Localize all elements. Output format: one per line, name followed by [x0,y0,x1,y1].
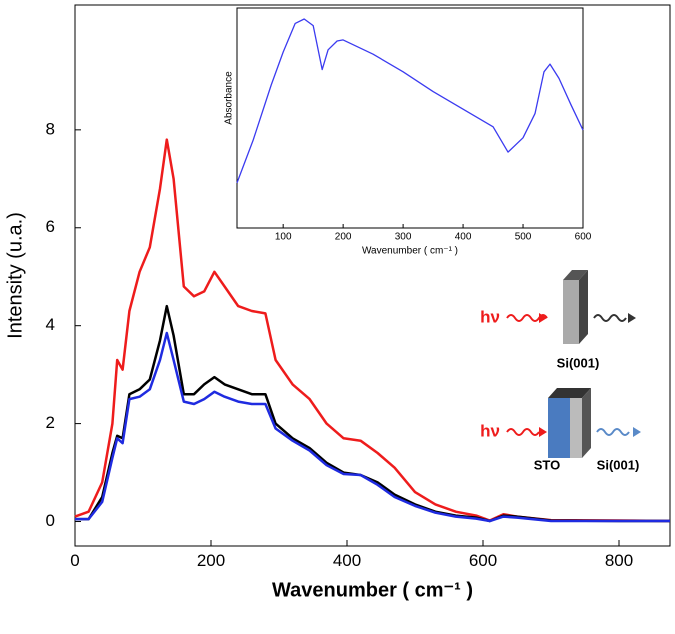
series-line [75,331,670,523]
series-line [236,18,584,184]
arrow-head [539,313,547,323]
x-tick-label: 200 [197,551,225,570]
arrow-head [539,427,547,437]
x-axis-title: Wavenumber ( cm⁻¹ ) [272,579,473,601]
diagram [506,270,641,458]
y-tick-label: 4 [46,315,55,334]
y-tick-label: 0 [46,511,55,530]
si-layer [570,398,582,458]
x-tick-label: 600 [575,232,592,243]
x-tick-label: 500 [515,232,532,243]
y-tick-label: 6 [46,217,55,236]
arrow-head [628,313,636,323]
x-tick-label: 0 [70,551,79,570]
x-tick-label: 400 [455,232,472,243]
annotation: Si(001) [597,457,640,472]
y-axis-title: Absorbance [224,71,235,125]
y-axis-title: Intensity (u.a.) [4,212,26,339]
y-tick-label: 2 [46,413,55,432]
x-tick-label: 200 [335,232,352,243]
plot-frame [236,7,584,229]
photon-out [593,314,627,322]
plot-frame [74,4,671,547]
sto-layer [548,398,570,458]
x-tick-label: 400 [333,551,361,570]
annotation: Si(001) [557,355,600,370]
y-tick-label: 8 [46,119,55,138]
series-line [74,138,671,523]
photon-in [506,428,540,436]
x-tick-label: 300 [395,232,412,243]
x-tick-label: 600 [469,551,497,570]
x-axis-title: Wavenumber ( cm⁻¹ ) [362,246,458,257]
substrate-side [579,270,588,344]
annotation: hν [480,307,500,326]
stack-side [582,388,591,458]
annotation: hν [480,421,500,440]
substrate [563,280,579,344]
x-tick-label: 800 [605,551,633,570]
substrate-top [563,270,588,280]
annotation: STO [534,457,561,472]
x-tick-label: 100 [275,232,292,243]
photon-out [596,428,630,436]
stack-top [548,388,591,398]
arrow-head [633,427,641,437]
